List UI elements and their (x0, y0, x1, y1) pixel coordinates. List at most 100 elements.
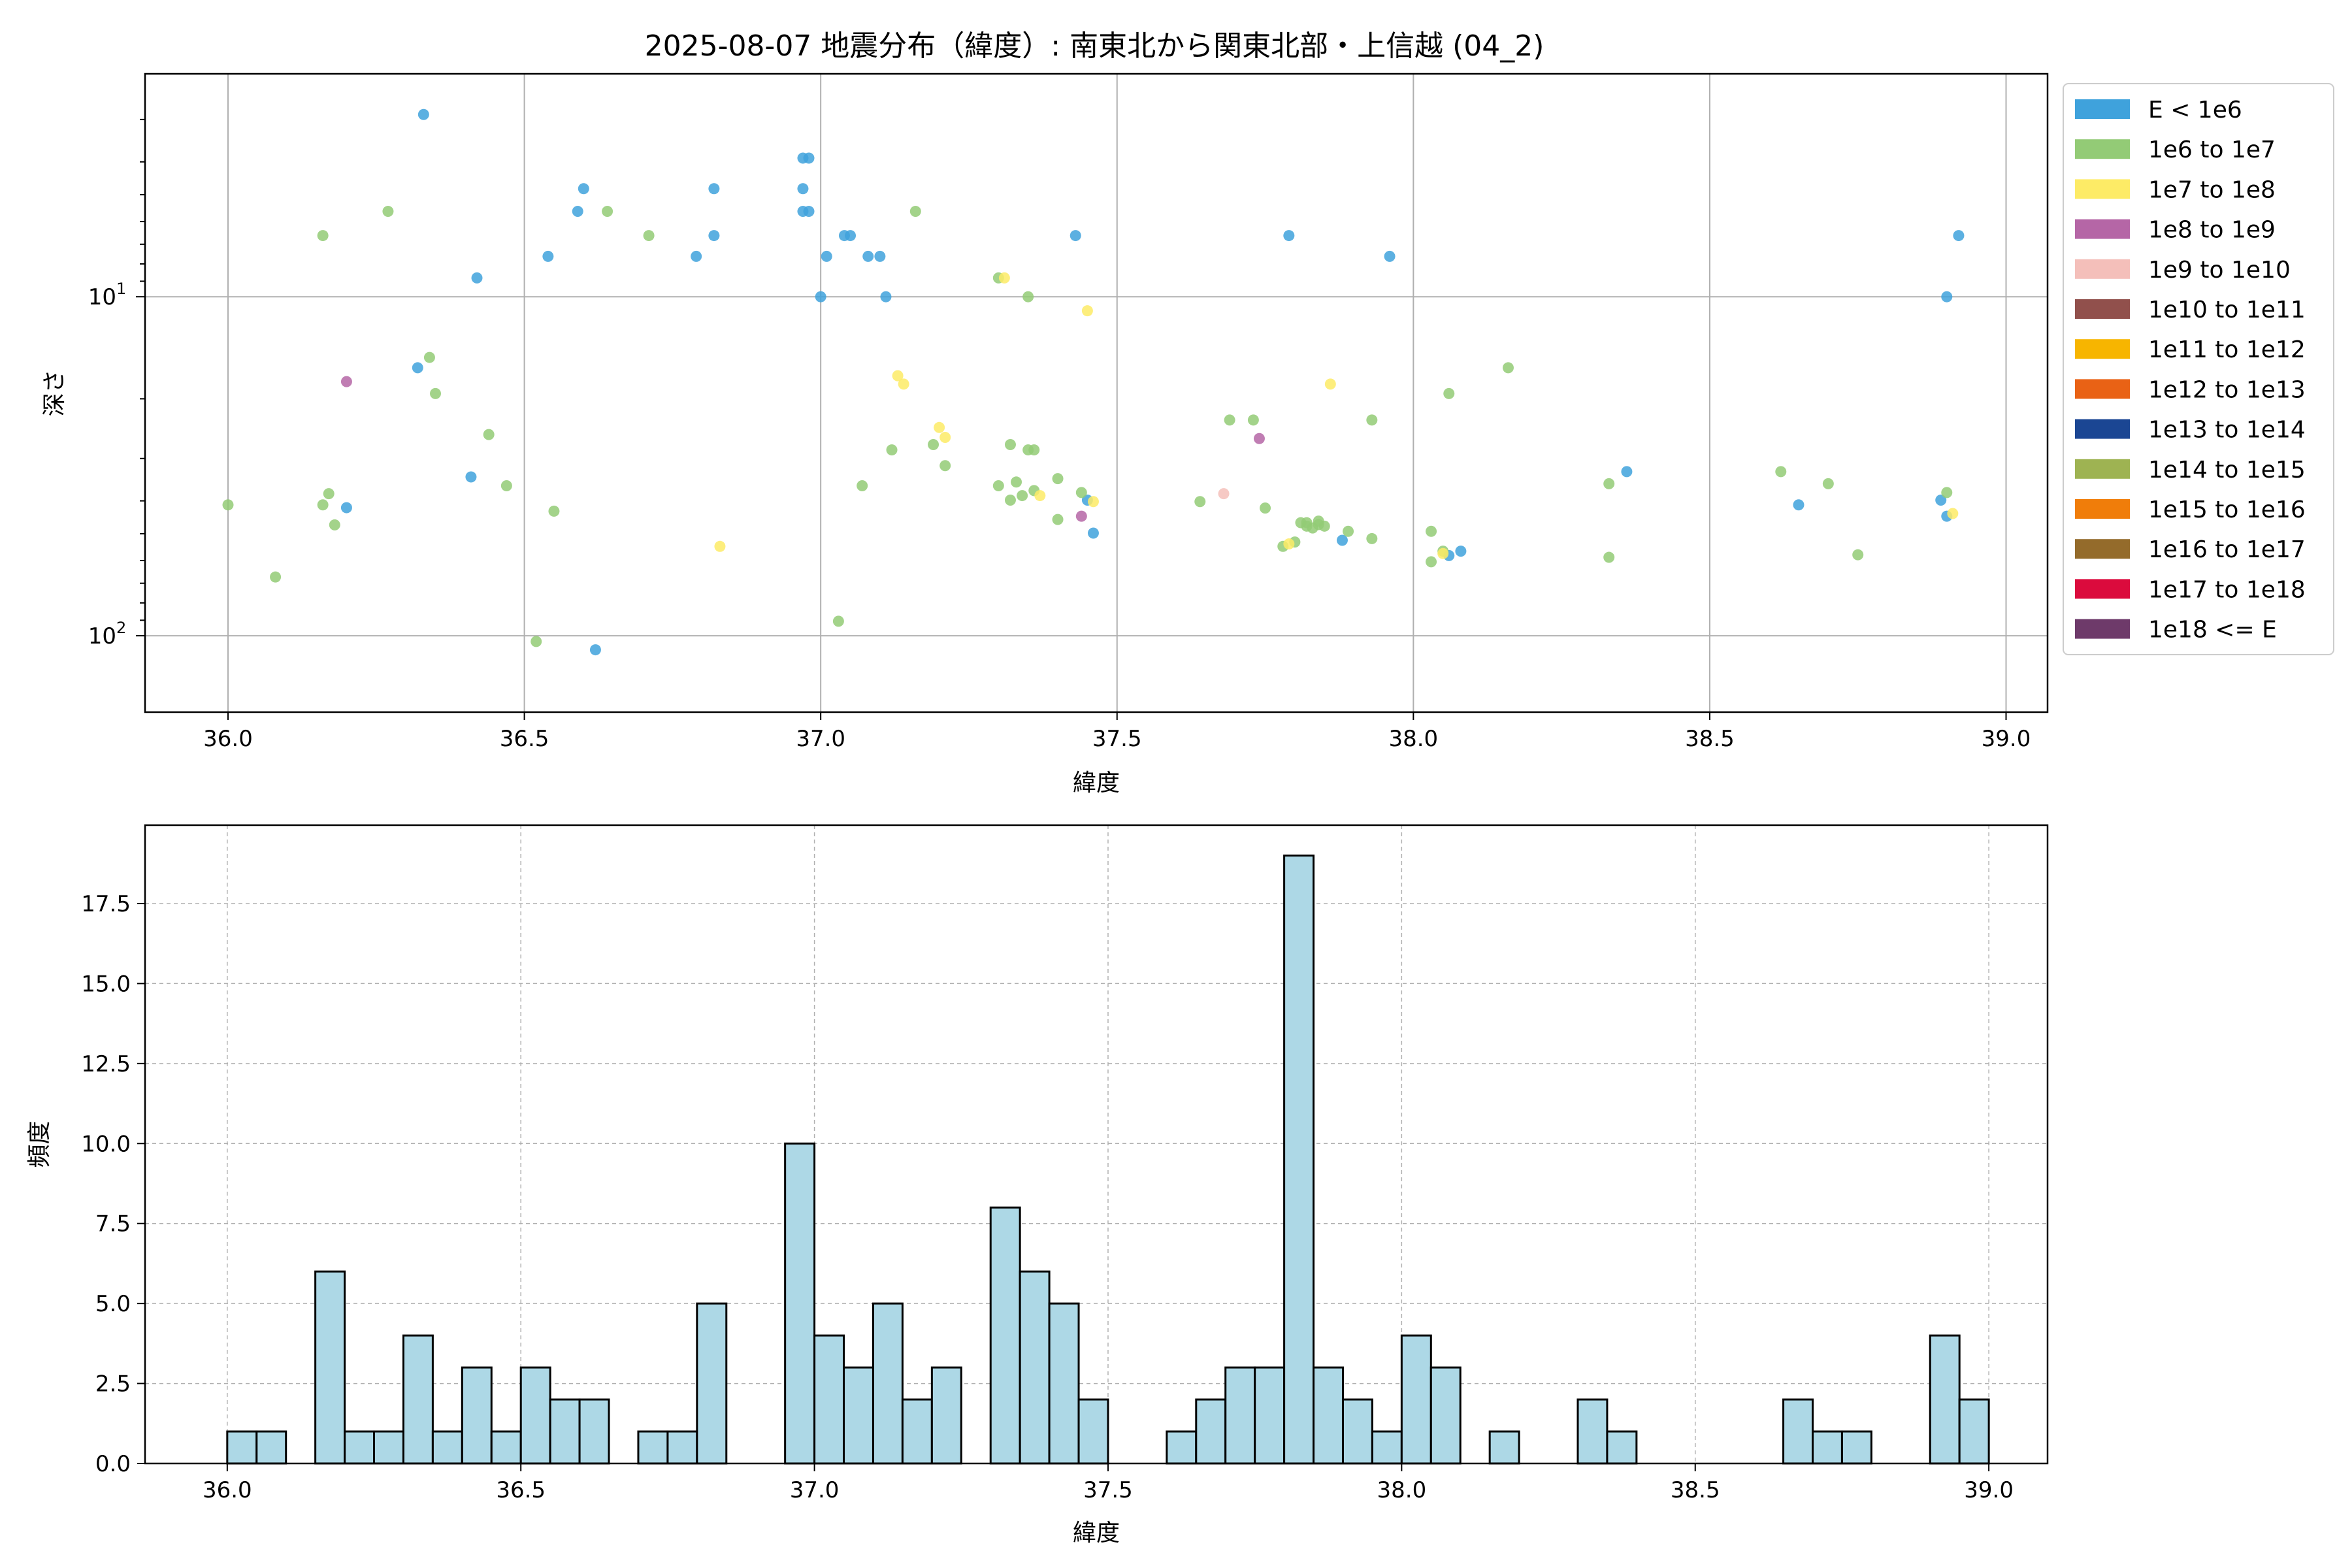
histogram-bar (549, 1398, 581, 1465)
scatter-point (1775, 466, 1787, 478)
x-tick-label: 36.5 (496, 1477, 546, 1503)
scatter-point (1283, 230, 1295, 242)
scatter-point (1852, 549, 1864, 561)
scatter-point (483, 429, 495, 440)
scatter-point (1004, 494, 1016, 506)
histogram-bar (1224, 1366, 1256, 1465)
histogram-bar (373, 1430, 404, 1465)
histogram-bar (901, 1398, 933, 1465)
legend-label: 1e11 to 1e12 (2148, 336, 2306, 363)
scatter-point (1366, 414, 1378, 426)
legend-swatch (2075, 459, 2130, 479)
scatter-point (1603, 551, 1615, 563)
x-tick-label: 36.5 (500, 726, 549, 752)
scatter-point (892, 370, 904, 382)
y-tick-label: 5.0 (95, 1291, 131, 1317)
histogram-bar (431, 1430, 463, 1465)
scatter-point (531, 636, 542, 647)
scatter-point (845, 230, 857, 242)
y-tick-label: 12.5 (81, 1051, 131, 1077)
scatter-point (1224, 414, 1235, 426)
scatter-point (1004, 439, 1016, 451)
scatter-point (803, 152, 815, 164)
scatter-point (1621, 466, 1633, 478)
scatter-point (572, 206, 583, 218)
histogram-bar (989, 1206, 1021, 1465)
x-tick-label: 38.5 (1671, 1477, 1720, 1503)
histogram-bar (1488, 1430, 1520, 1465)
histogram-bar (519, 1366, 551, 1465)
scatter-point (1028, 444, 1040, 456)
scatter-point (862, 250, 874, 262)
x-tick-label: 37.0 (790, 1477, 840, 1503)
legend-label: 1e13 to 1e14 (2148, 417, 2306, 444)
scatter-point (708, 183, 720, 195)
histogram-y-axis-label: 頻度 (26, 1120, 53, 1168)
scatter-point (1070, 230, 1081, 242)
scatter-point (589, 644, 601, 656)
y-tick-base: 10 (88, 284, 116, 310)
histogram-bar (1166, 1430, 1198, 1465)
histogram-bar (314, 1270, 346, 1465)
scatter-point (1318, 520, 1330, 532)
legend-swatch (2075, 619, 2130, 639)
scatter-axes-frame (144, 73, 2049, 713)
scatter-point (578, 183, 589, 195)
legend-label: 1e18 <= E (2148, 617, 2277, 644)
scatter-point (1247, 414, 1259, 426)
scatter-point (382, 206, 394, 218)
legend-box (2063, 83, 2334, 655)
scatter-point (1502, 362, 1514, 374)
scatter-point (928, 439, 939, 451)
scatter-point (1218, 488, 1230, 500)
scatter-point (708, 230, 720, 242)
legend-label: 1e10 to 1e11 (2148, 297, 2306, 323)
scatter-point (270, 571, 282, 583)
histogram-bar (1254, 1366, 1286, 1465)
y-tick-label: 2.5 (95, 1371, 131, 1397)
scatter-point (500, 480, 512, 491)
y-tick-label: 7.5 (95, 1211, 131, 1237)
scatter-point (465, 471, 477, 483)
legend-swatch (2075, 299, 2130, 319)
histogram-bar (255, 1430, 287, 1465)
scatter-point (803, 206, 815, 218)
y-tick-label: 17.5 (81, 891, 131, 917)
scatter-point (1034, 490, 1046, 502)
scatter-point (1793, 499, 1805, 511)
scatter-point (430, 387, 442, 399)
y-tick-exponent: 1 (116, 280, 126, 298)
histogram-bar (1429, 1366, 1462, 1465)
legend-swatch (2075, 339, 2130, 359)
scatter-point (832, 615, 844, 627)
scatter-point (423, 351, 435, 363)
histogram-bar (1782, 1398, 1814, 1465)
legend-swatch (2075, 499, 2130, 519)
scatter-point (1443, 387, 1455, 399)
x-tick-label: 39.0 (1964, 1477, 2014, 1503)
histogram-bar (1019, 1270, 1051, 1465)
x-tick-label: 38.0 (1388, 726, 1438, 752)
scatter-point (939, 460, 951, 472)
scatter-point (797, 183, 809, 195)
scatter-point (1075, 510, 1087, 522)
histogram-bar (930, 1366, 962, 1465)
scatter-point (1437, 547, 1449, 559)
legend-swatch (2075, 179, 2130, 199)
scatter-point (886, 444, 898, 456)
legend-label: 1e14 to 1e15 (2148, 457, 2306, 483)
x-tick-label: 36.0 (203, 1477, 252, 1503)
scatter-point (1953, 230, 1965, 242)
scatter-point (323, 488, 335, 500)
scatter-point (1384, 250, 1396, 262)
legend-label: 1e7 to 1e8 (2148, 176, 2276, 203)
scatter-point (471, 272, 483, 284)
scatter-point (691, 250, 702, 262)
histogram-bar (696, 1302, 728, 1465)
y-tick-label: 10.0 (81, 1131, 131, 1157)
scatter-point (1603, 478, 1615, 489)
scatter-point (1052, 473, 1064, 485)
y-tick-label: 0.0 (95, 1451, 131, 1477)
legend-label: 1e17 to 1e18 (2148, 576, 2306, 603)
